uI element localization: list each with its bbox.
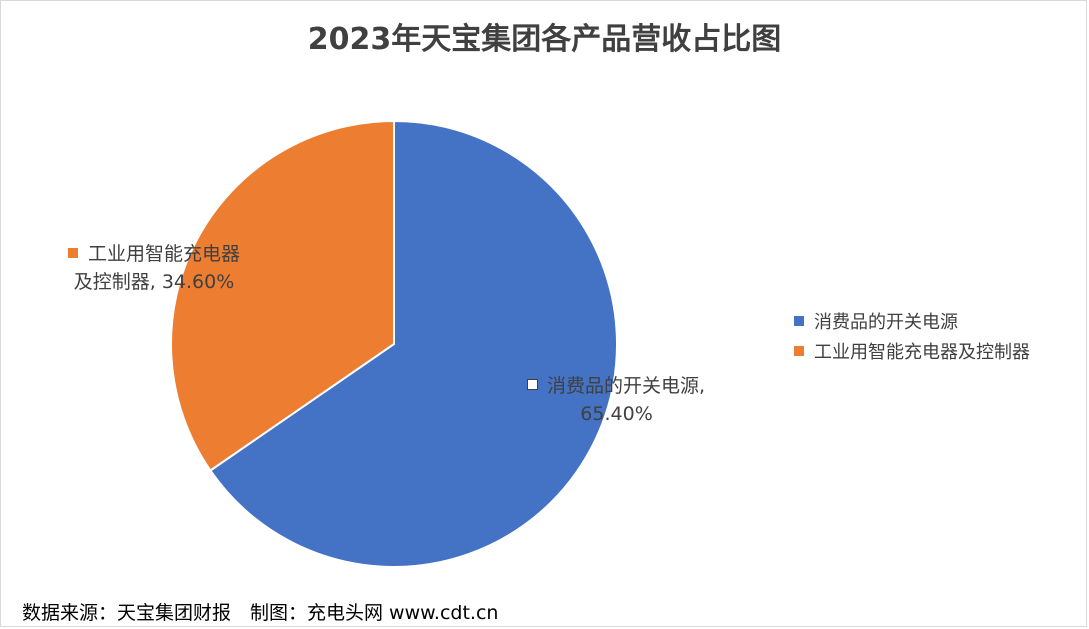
data-label-industrial-line1: 工业用智能充电器	[88, 243, 241, 265]
data-label-consumer: 消费品的开关电源, 65.40%	[527, 372, 706, 428]
pie-slice-industrial	[170, 119, 395, 472]
legend-swatch-industrial	[794, 346, 804, 356]
chart-legend: 消费品的开关电源 工业用智能充电器及控制器	[794, 308, 1030, 368]
data-label-consumer-line1: 消费品的开关电源,	[547, 375, 706, 397]
legend-swatch-consumer	[794, 316, 804, 326]
data-label-consumer-line2: 65.40%	[580, 403, 653, 425]
legend-item-industrial: 工业用智能充电器及控制器	[794, 338, 1030, 368]
legend-item-consumer: 消费品的开关电源	[794, 308, 1030, 338]
source-note: 数据来源：天宝集团财报 制图：充电头网 www.cdt.cn	[22, 602, 499, 624]
data-label-industrial: 工业用智能充电器 及控制器, 34.60%	[68, 240, 240, 296]
pie-slice-consumer	[208, 119, 618, 568]
legend-label-consumer: 消费品的开关电源	[814, 312, 958, 333]
data-label-industrial-line2: 及控制器, 34.60%	[73, 271, 235, 293]
data-label-key-consumer	[527, 379, 538, 390]
chart-title: 2023年天宝集团各产品营收占比图	[307, 22, 782, 57]
data-label-key-industrial	[68, 247, 78, 258]
legend-label-industrial: 工业用智能充电器及控制器	[814, 342, 1030, 363]
